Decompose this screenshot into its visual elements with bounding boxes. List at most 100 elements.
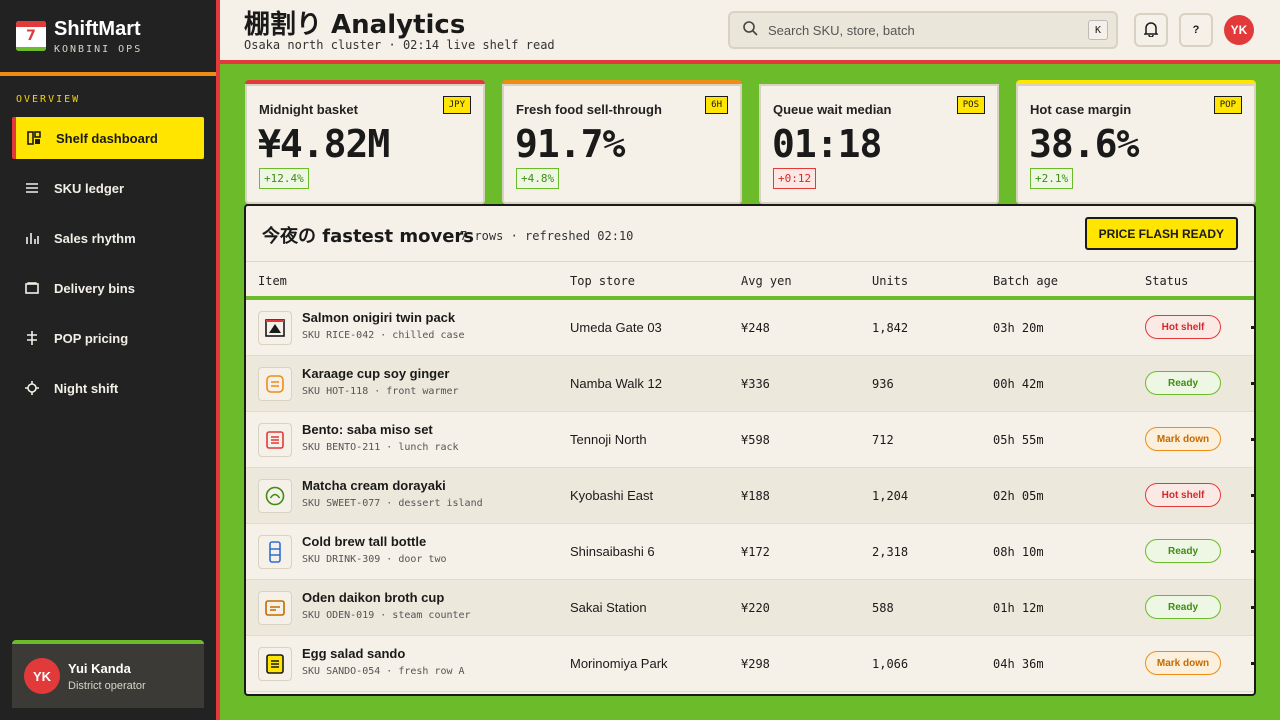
bento-icon [258,423,292,457]
kpi-tag: POS [956,96,985,114]
nav-section-label: OVERVIEW [16,94,81,105]
search-bar[interactable]: Search SKU, store, batch K [728,11,1118,49]
top-store: Tennoji North [570,432,647,447]
bottle-icon [258,535,292,569]
row-overflow-marker [1251,606,1254,609]
units: 588 [872,601,894,615]
cup-icon [258,367,292,401]
batch-age: 05h 55m [993,433,1044,447]
help-label: ? [1192,24,1200,36]
kpi-tag: 6H [705,96,728,114]
oden-icon [258,591,292,625]
search-input[interactable]: Search SKU, store, batch [768,22,915,38]
table-row[interactable]: Egg salad sando SKU SANDO-054 · fresh ro… [246,636,1254,692]
batch-age: 01h 12m [993,601,1044,615]
search-shortcut-key: K [1088,20,1108,40]
kpi-label: Midnight basket [259,102,358,117]
dashboard-icon [26,130,42,146]
kpi-card-fresh-food[interactable]: Fresh food sell-through 6H 91.7% +4.8% [502,80,742,204]
header-avatar[interactable]: YK [1224,15,1254,45]
top-store: Namba Walk 12 [570,376,662,391]
sidebar-nav: Shelf dashboard SKU ledger Sales rhythm … [0,117,216,409]
column-header-batch-age[interactable]: Batch age [993,274,1059,288]
batch-age: 03h 20m [993,321,1044,335]
sidebar-item-pop-pricing[interactable]: POP pricing [12,317,204,359]
item-sku: SKU SANDO-054 · fresh row A [302,666,465,677]
row-overflow-marker [1251,382,1254,385]
column-header-units[interactable]: Units [872,274,909,288]
kpi-card-queue-wait[interactable]: Queue wait median POS 01:18 +0:12 [759,80,999,204]
status-badge: Mark down [1145,651,1221,675]
item-sku: SKU SWEET-077 · dessert island [302,498,483,509]
item-name: Bento: saba miso set [302,422,433,437]
help-button[interactable]: ? [1179,13,1213,47]
column-header-status[interactable]: Status [1145,274,1189,288]
dorayaki-icon [258,479,292,513]
status-badge: Hot shelf [1145,315,1221,339]
status-badge: Ready [1145,371,1221,395]
item-name: Oden daikon broth cup [302,590,445,605]
sidebar-item-label: Sales rhythm [54,230,136,246]
units: 936 [872,377,894,391]
table-row[interactable]: Salmon onigiri twin pack SKU RICE-042 · … [246,300,1254,356]
onigiri-icon [258,311,292,345]
units: 2,318 [872,545,909,559]
status-badge: Ready [1145,539,1221,563]
kpi-value: 91.7% [515,122,625,166]
top-store: Umeda Gate 03 [570,320,662,335]
item-sku: SKU RICE-042 · chilled case [302,330,465,341]
row-overflow-marker [1251,550,1254,553]
price-tag-icon [24,330,40,346]
sidebar-item-night-shift[interactable]: Night shift [12,367,204,409]
sidebar-item-delivery-bins[interactable]: Delivery bins [12,267,204,309]
table-row[interactable]: Matcha cream dorayaki SKU SWEET-077 · de… [246,468,1254,524]
sandwich-icon [258,647,292,681]
sidebar-item-sales-rhythm[interactable]: Sales rhythm [12,217,204,259]
kpi-card-midnight-basket[interactable]: Midnight basket JPY ¥4.82M +12.4% [245,80,485,204]
table-row[interactable]: Bento: saba miso set SKU BENTO-211 · lun… [246,412,1254,468]
units: 1,842 [872,321,909,335]
item-name: Cold brew tall bottle [302,534,427,549]
search-icon [742,20,758,41]
kpi-delta: +0:12 [773,168,817,189]
brand-logo: 7 [16,21,46,51]
column-header-avg-yen[interactable]: Avg yen [741,274,792,288]
panel-title: 今夜の fastest movers [262,226,475,247]
column-header-item[interactable]: Item [258,274,287,288]
item-sku: SKU DRINK-309 · door two [302,554,447,565]
avg-yen: ¥188 [741,489,770,503]
avg-yen: ¥248 [741,321,770,335]
price-flash-button[interactable]: PRICE FLASH READY [1084,217,1238,250]
sidebar-item-label: Shelf dashboard [56,130,158,146]
sidebar-item-shelf-dashboard[interactable]: Shelf dashboard [12,117,204,159]
table-header: Item Top store Avg yen Units Batch age S… [246,262,1254,300]
kpi-card-hot-case-margin[interactable]: Hot case margin POP 38.6% +2.1% [1016,80,1256,204]
brand-name: ShiftMart [54,17,141,40]
units: 1,204 [872,489,909,503]
kpi-delta: +2.1% [1030,168,1074,189]
kpi-value: ¥4.82M [258,122,390,166]
list-icon [24,180,40,196]
avg-yen: ¥336 [741,377,770,391]
table-row[interactable]: Karaage cup soy ginger SKU HOT-118 · fro… [246,356,1254,412]
panel-meta: 7 rows · refreshed 02:10 [460,229,634,243]
bell-icon [1143,21,1159,40]
table-row[interactable]: Oden daikon broth cup SKU ODEN-019 · ste… [246,580,1254,636]
kpi-tag: JPY [442,96,471,114]
batch-age: 04h 36m [993,657,1044,671]
units: 712 [872,433,894,447]
page-title: 棚割り Analytics [244,10,466,40]
batch-age: 02h 05m [993,489,1044,503]
sidebar-item-sku-ledger[interactable]: SKU ledger [12,167,204,209]
status-badge: Mark down [1145,427,1221,451]
item-sku: SKU ODEN-019 · steam counter [302,610,471,621]
item-name: Salmon onigiri twin pack [302,310,456,325]
table-row[interactable]: Cold brew tall bottle SKU DRINK-309 · do… [246,524,1254,580]
kpi-tag: POP [1213,96,1242,114]
notifications-button[interactable] [1134,13,1168,47]
page-subtitle: Osaka north cluster · 02:14 live shelf r… [244,38,555,52]
column-header-store[interactable]: Top store [570,274,636,288]
user-card[interactable]: YK Yui Kanda District operator [12,640,204,708]
kpi-label: Fresh food sell-through [516,102,662,117]
brand[interactable]: 7 ShiftMart KONBINI OPS [0,0,216,76]
